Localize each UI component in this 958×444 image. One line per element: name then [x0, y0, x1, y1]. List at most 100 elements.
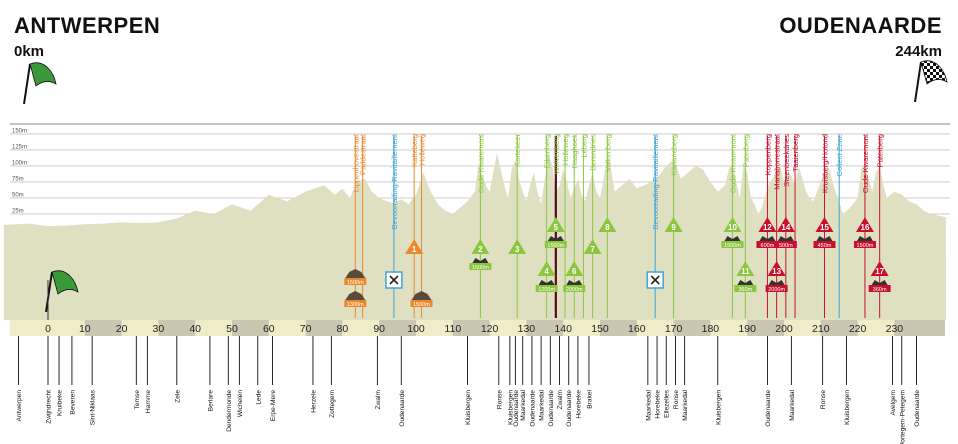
marker-label: Haaghoek	[570, 134, 579, 169]
altitude-label: 125m	[12, 145, 27, 151]
cobble-sector[interactable]: 1300m	[344, 291, 367, 308]
cobble-distance: 1300m	[347, 302, 364, 308]
altitude-label: 150m	[12, 129, 27, 135]
climb-marker[interactable]: 6 2000m	[563, 261, 586, 293]
feed-zone-icon[interactable]	[646, 271, 664, 289]
feed-zone-icon[interactable]	[385, 271, 403, 289]
km-band-shade	[673, 320, 711, 336]
climb-triangle	[855, 217, 874, 232]
place-label: Berlare	[207, 390, 214, 412]
climb-triangle	[758, 217, 777, 232]
climb-distance-box	[544, 241, 567, 248]
climb-marker[interactable]: 3	[508, 239, 527, 254]
climb-marker[interactable]: 5 1500m	[544, 217, 567, 249]
km-band-shade	[232, 320, 269, 336]
marker-label: Oude Kwaremont	[861, 133, 870, 193]
km-tick-label: 0	[45, 323, 51, 335]
climb-marker[interactable]: 12 600m	[756, 217, 779, 249]
marker-label: Steenbeekdries	[782, 134, 791, 187]
cobble-distance: 1500m	[347, 280, 364, 286]
place-label: Brakel	[586, 389, 593, 408]
place-label: Dendermonde	[226, 390, 233, 432]
place-label: Beveren	[69, 390, 76, 415]
climb-distance-box	[721, 241, 744, 248]
climb-distance: 2000m	[768, 287, 785, 293]
place-label: Erpe-Mere	[270, 390, 277, 421]
cobble-sector[interactable]: 1500m	[344, 269, 367, 286]
climb-distance-box	[535, 285, 558, 292]
km-tick-label: 90	[373, 323, 385, 335]
place-label: Kluisbergen	[465, 390, 472, 425]
climb-triangle	[664, 217, 683, 232]
km-tick-label: 190	[738, 323, 756, 335]
km-tick-label: 150	[591, 323, 609, 335]
climb-marker[interactable]: 14 500m	[774, 217, 797, 249]
climb-distance: 1500m	[472, 265, 489, 271]
place-label: Horebeke	[655, 390, 662, 419]
km-tick-label: 130	[518, 323, 536, 335]
climb-marker[interactable]: 13 2000m	[765, 261, 788, 293]
place-label: Maarkedal	[539, 389, 546, 420]
climb-number: 15	[820, 223, 829, 232]
climb-triangle	[767, 261, 786, 276]
climb-marker[interactable]: 1	[405, 239, 424, 254]
climb-marker[interactable]: 7	[583, 239, 602, 254]
climb-triangle	[815, 217, 834, 232]
start-city: ANTWERPEN	[14, 13, 161, 38]
km-band-shade	[379, 320, 416, 336]
climb-marker[interactable]: 2 1500m	[469, 239, 492, 271]
cobble-distance-box	[344, 278, 367, 285]
marker-label: Kortekeer	[513, 134, 522, 167]
climb-distance: 500m	[779, 243, 793, 249]
place-label: Wortegem-Petegem	[899, 390, 906, 444]
altitude-label: 50m	[12, 193, 24, 199]
climb-number: 17	[875, 267, 884, 276]
climb-distance: 1500m	[547, 243, 564, 249]
cobble-distance-box	[344, 300, 367, 307]
marker-label: Mariaborrestraat	[773, 133, 782, 190]
km-tick-label: 110	[444, 323, 461, 335]
cobble-sector[interactable]: 1500m	[410, 291, 433, 308]
marker-label: Wolvenberg	[552, 134, 561, 174]
place-label: Herzele	[310, 390, 317, 413]
climb-number: 3	[515, 245, 520, 254]
climb-marker[interactable]: 10 1500m	[721, 217, 744, 249]
climb-number: 12	[763, 223, 772, 232]
climb-marker[interactable]: 11 360m	[734, 261, 757, 293]
climb-marker[interactable]: 15 450m	[813, 217, 836, 249]
flag-cloth	[51, 270, 79, 295]
flag-pole	[914, 61, 922, 103]
climb-triangle	[736, 261, 755, 276]
marker-label: Collect Zone	[835, 134, 844, 177]
climb-marker[interactable]: 17 360m	[868, 261, 891, 293]
cobble-stones-icon	[777, 236, 794, 241]
marker-label: Katteberg	[410, 134, 419, 167]
place-label: Horebeke	[575, 390, 582, 419]
km-tick-label: 70	[300, 323, 312, 335]
climb-marker[interactable]: 4 1200m	[535, 261, 558, 293]
climb-marker[interactable]: 8	[598, 217, 617, 232]
climb-number: 8	[605, 223, 610, 232]
place-label: Wichelen	[237, 390, 244, 417]
start-flag-icon	[23, 62, 57, 105]
climb-number: 9	[671, 223, 676, 232]
marker-label: Koppenberg	[763, 134, 772, 175]
climb-distance-box	[563, 285, 586, 292]
km-band-shade	[158, 320, 196, 336]
place-label: Avelgem	[890, 390, 897, 416]
climb-number: 2	[478, 245, 483, 254]
marker-label: Oude Kwaremont	[728, 133, 737, 193]
climb-triangle	[583, 239, 602, 254]
climb-marker[interactable]: 16 1500m	[853, 217, 876, 249]
cobble-stones-icon	[737, 280, 754, 285]
climb-triangle	[546, 217, 565, 232]
cobble-stones-icon	[411, 291, 432, 300]
km-tick-label: 170	[665, 323, 683, 335]
climb-distance-box	[469, 263, 492, 270]
terrain-area	[3, 153, 946, 320]
climb-number: 7	[590, 245, 595, 254]
climb-marker[interactable]: 9	[664, 217, 683, 232]
km-band-shade	[930, 320, 945, 336]
flag-pole	[45, 271, 53, 313]
